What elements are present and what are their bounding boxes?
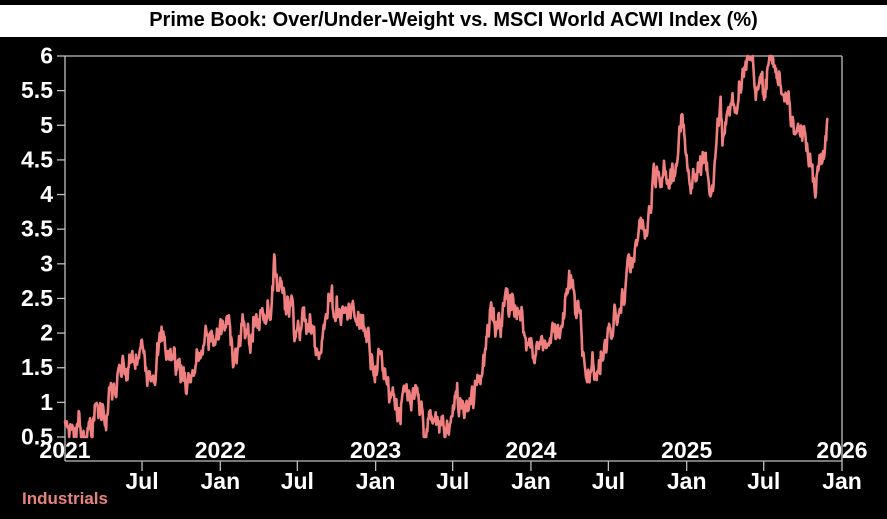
svg-text:3: 3	[40, 250, 53, 276]
svg-text:1: 1	[40, 389, 53, 415]
svg-text:Jul: Jul	[436, 468, 469, 494]
svg-text:Jan: Jan	[822, 468, 862, 494]
svg-text:4: 4	[40, 181, 53, 207]
svg-text:5.5: 5.5	[21, 77, 53, 103]
svg-text:2.5: 2.5	[21, 285, 53, 311]
svg-text:2021: 2021	[39, 437, 90, 463]
svg-text:2026: 2026	[816, 437, 867, 463]
svg-text:2022: 2022	[195, 437, 246, 463]
svg-text:Jan: Jan	[200, 468, 240, 494]
svg-text:2: 2	[40, 320, 53, 346]
svg-text:3.5: 3.5	[21, 216, 53, 242]
svg-text:2023: 2023	[350, 437, 401, 463]
svg-text:Jul: Jul	[592, 468, 625, 494]
svg-text:Jul: Jul	[281, 468, 314, 494]
svg-text:Jan: Jan	[356, 468, 396, 494]
svg-text:Jul: Jul	[747, 468, 780, 494]
svg-text:Jul: Jul	[125, 468, 158, 494]
svg-text:Jan: Jan	[511, 468, 551, 494]
svg-text:Jan: Jan	[667, 468, 707, 494]
svg-text:4.5: 4.5	[21, 146, 53, 172]
svg-text:5: 5	[40, 112, 53, 138]
svg-text:2025: 2025	[661, 437, 712, 463]
svg-text:6: 6	[40, 43, 53, 69]
svg-text:2024: 2024	[505, 437, 556, 463]
svg-text:1.5: 1.5	[21, 354, 53, 380]
